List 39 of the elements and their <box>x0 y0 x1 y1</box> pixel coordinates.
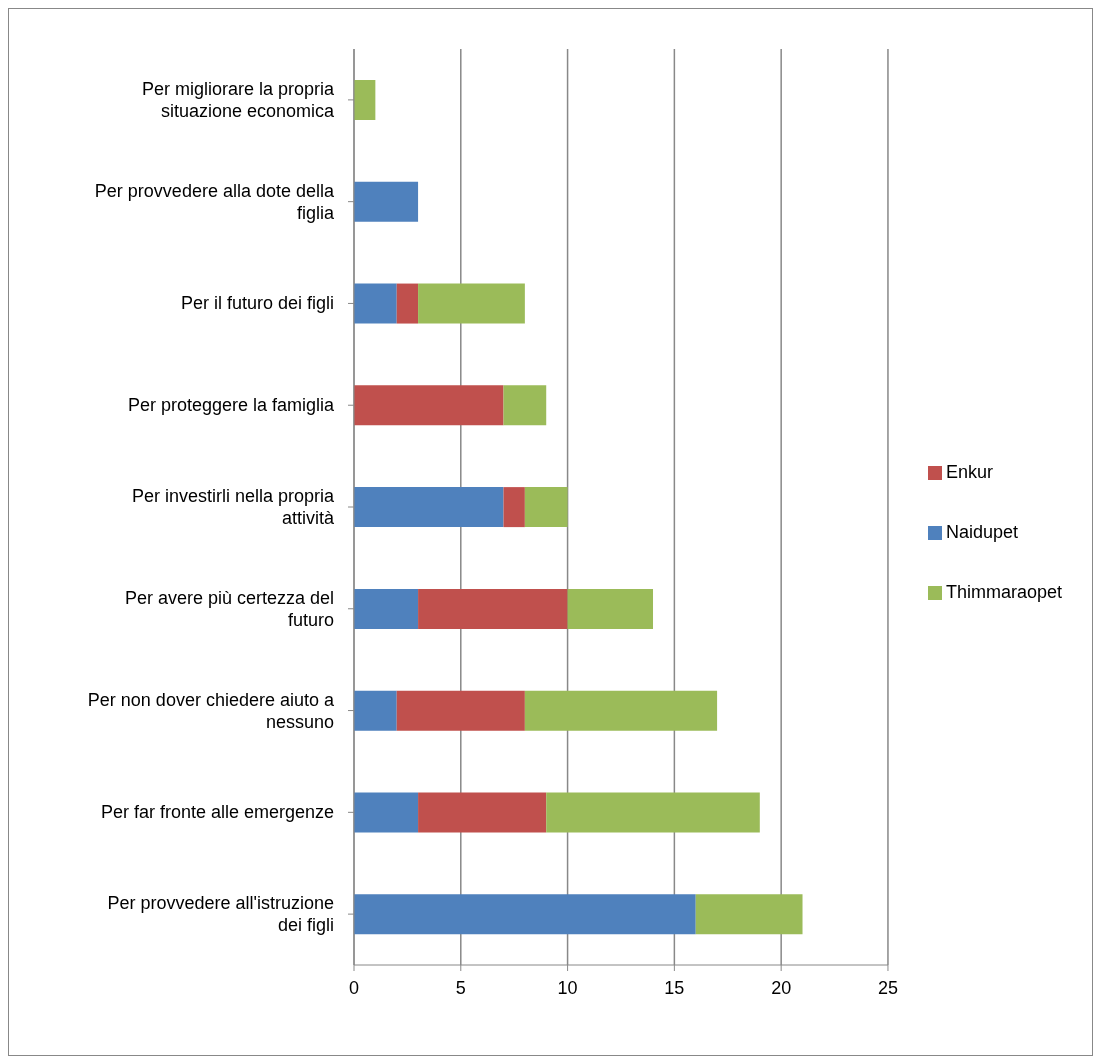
x-tick-label: 15 <box>664 977 685 998</box>
bar <box>354 792 419 833</box>
bar <box>354 487 504 528</box>
x-tick-label: 0 <box>348 977 360 998</box>
legend-label: Thimmaraopet <box>945 582 1062 602</box>
y-tick-label: Per far fronte alle emergenze <box>100 802 334 823</box>
bar <box>354 588 419 629</box>
bar <box>418 283 525 324</box>
x-tick-label: 20 <box>771 977 792 998</box>
bar <box>503 487 525 528</box>
bar <box>418 588 568 629</box>
x-tick-label: 10 <box>557 977 578 998</box>
bar <box>354 80 376 120</box>
y-tick-label: Per investirli nella propria attività <box>131 486 335 528</box>
bar <box>524 690 718 731</box>
bar <box>396 690 525 731</box>
legend-label: Naidupet <box>945 522 1019 542</box>
y-tick-label: Per avere più certezza del futuro <box>124 587 334 630</box>
bar <box>418 792 547 833</box>
bar <box>503 385 547 426</box>
y-tick-label: Per proteggere la famiglia <box>127 395 335 416</box>
y-tick-label: Per migliorare la propria situazione economica <box>141 78 335 121</box>
x-tick-label: 25 <box>877 977 898 998</box>
bar <box>354 181 419 222</box>
bar <box>695 894 803 935</box>
bar <box>524 487 568 528</box>
y-tick-label: Per provvedere alla dote della figlia <box>94 180 335 223</box>
legend-label: Enkur <box>945 462 993 482</box>
y-tick-label: Per provvedere all'istruzione dei figli <box>107 893 334 936</box>
bar <box>354 894 696 935</box>
bar <box>546 792 760 833</box>
bar <box>354 283 397 324</box>
bar <box>396 283 419 324</box>
bar <box>354 690 397 731</box>
y-tick-label: Per il futuro dei figli <box>180 293 334 314</box>
y-tick-label: Per non dover chiedere aiuto a nessuno <box>87 689 335 732</box>
x-tick-label: 5 <box>455 977 466 998</box>
bar <box>567 588 654 629</box>
bar <box>354 385 504 426</box>
